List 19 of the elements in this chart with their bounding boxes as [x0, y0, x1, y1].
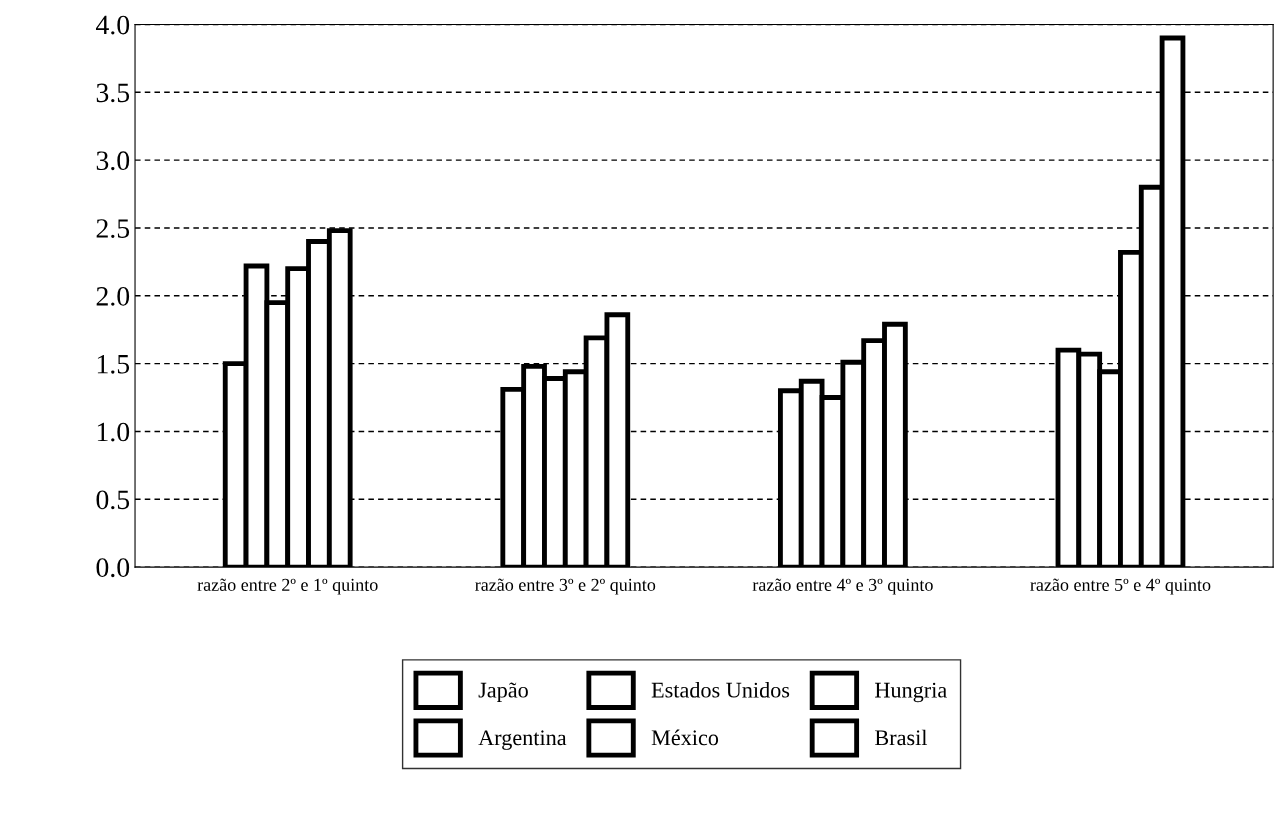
x-tick-label: razão entre 3º e 2º quinto [475, 578, 656, 595]
y-tick-label: 3.5 [96, 83, 130, 103]
y-tick-label: 4.0 [95, 15, 130, 35]
x-tick-label: razão entre 2º e 1º quinto [197, 578, 378, 595]
y-tick-label: 2.0 [96, 286, 130, 306]
y-tick-label: 3.0 [96, 151, 130, 171]
legend-label: Japão [478, 682, 528, 703]
y-tick-label: 1.0 [97, 422, 130, 442]
legend-label: México [651, 729, 719, 746]
legend-label: Estados Unidos [651, 681, 790, 698]
y-tick-label: 1.5 [97, 354, 130, 374]
y-tick-label: 2.5 [96, 219, 130, 238]
legend-label: Hungria [875, 682, 947, 703]
x-tick-label: razão entre 4º e 3º quinto [752, 578, 933, 595]
x-tick-label: razão entre 5º e 4º quinto [1030, 578, 1211, 595]
y-tick-label: 0.0 [96, 558, 130, 578]
legend-label: Argentina [478, 730, 567, 750]
y-tick-label: 0.5 [96, 490, 130, 510]
legend-label: Brasil [875, 729, 928, 746]
